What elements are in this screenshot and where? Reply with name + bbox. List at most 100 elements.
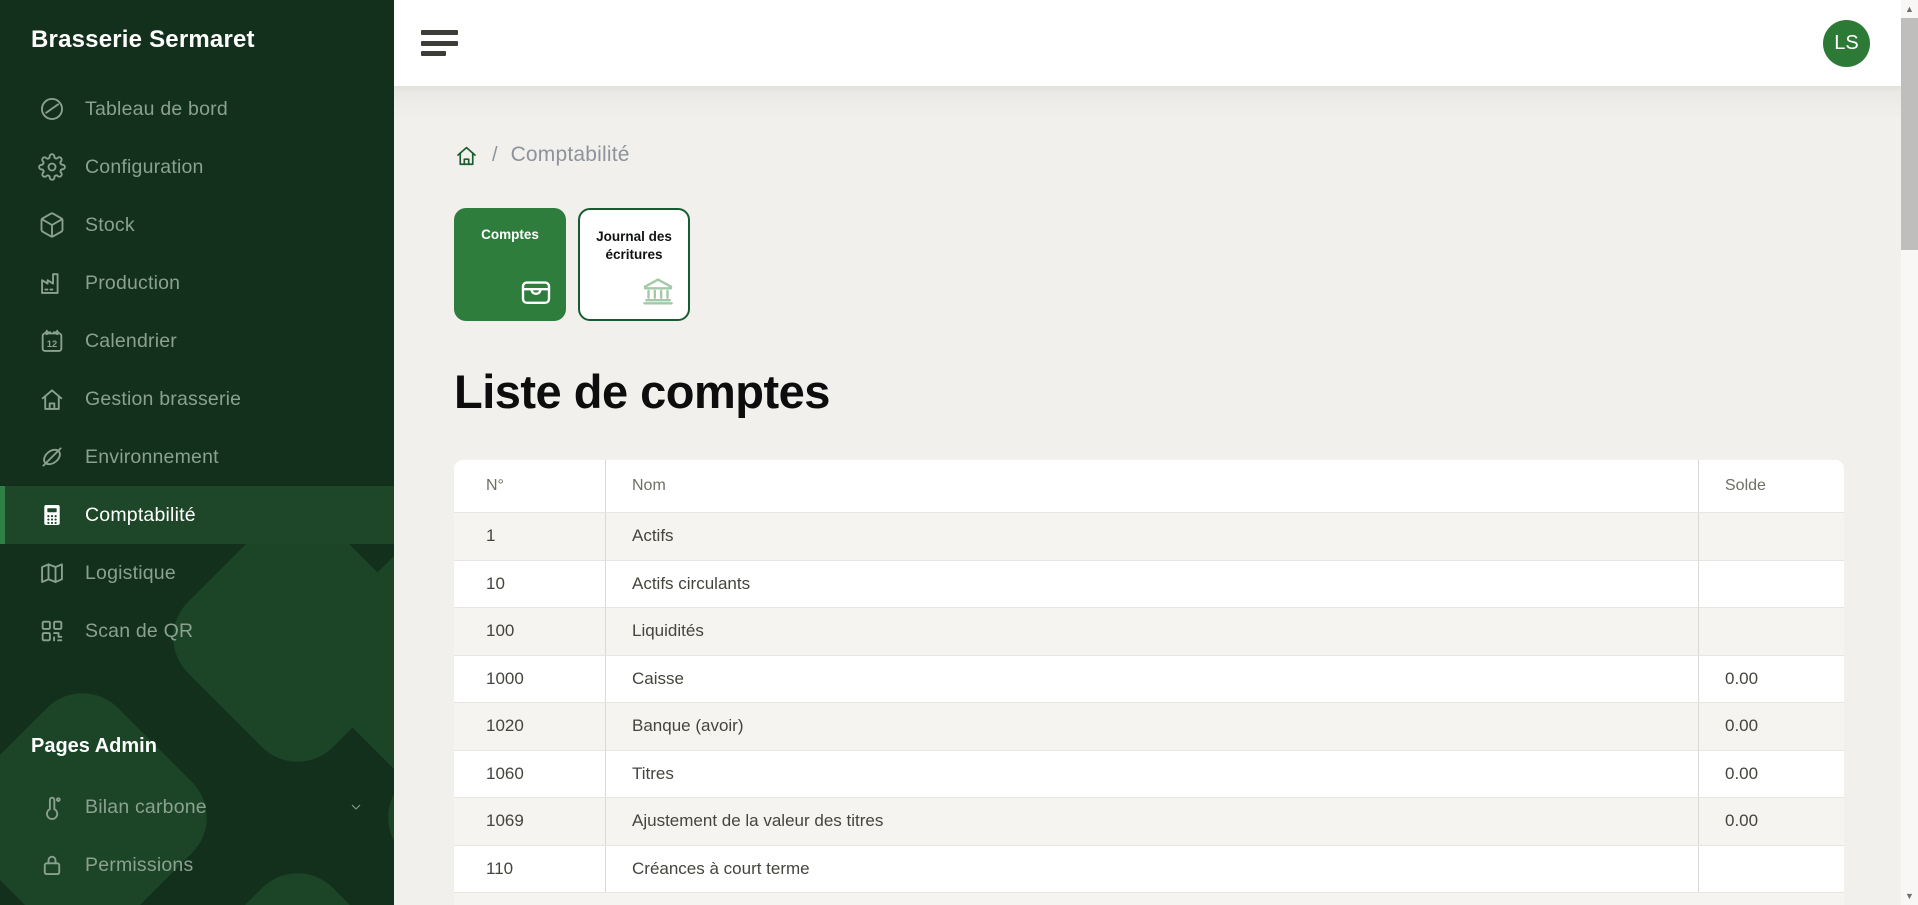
sidebar-item-environnement[interactable]: Environnement <box>0 428 394 486</box>
cell-solde: 0.00 <box>1698 798 1844 845</box>
cell-solde: 0.00 <box>1698 703 1844 750</box>
sidebar-item-label: Comptabilité <box>85 503 196 526</box>
table-row: 1069 Ajustement de la valeur des titres … <box>454 797 1844 845</box>
home-icon <box>38 385 66 413</box>
bank-icon <box>639 271 677 309</box>
sidebar-item-label: Environnement <box>85 445 219 468</box>
cell-no: 1069 <box>486 811 524 831</box>
cell-no: 1000 <box>486 668 524 688</box>
sidebar-item-tableau-de-bord[interactable]: Tableau de bord <box>0 80 394 138</box>
cell-solde: 0.00 <box>1698 750 1844 797</box>
dashboard-icon <box>38 95 66 123</box>
lock-icon <box>38 851 66 879</box>
gear-icon <box>38 153 66 181</box>
breadcrumb: / Comptabilité <box>454 142 1901 168</box>
cell-nom: Ajustement de la valeur des titres <box>605 798 1698 845</box>
cell-no: 1 <box>486 526 496 546</box>
sidebar-item-configuration[interactable]: Configuration <box>0 138 394 196</box>
main-content: / Comptabilité Comptes Journal des écrit… <box>394 86 1901 905</box>
svg-text:12: 12 <box>47 339 57 349</box>
sidebar-item-gestion-brasserie[interactable]: Gestion brasserie <box>0 370 394 428</box>
menu-toggle-button[interactable] <box>421 28 459 58</box>
cell-nom: Caisse <box>605 655 1698 702</box>
scroll-up-arrow-icon[interactable]: ▲ <box>1905 4 1914 14</box>
column-header-solde: Solde <box>1698 460 1844 512</box>
sidebar-section-pages-admin: Pages Admin <box>31 735 157 757</box>
table-row: 100 Liquidités <box>454 607 1844 655</box>
cell-nom: Liquidités <box>605 608 1698 655</box>
sidebar-nav: Tableau de bord Configuration Stock Prod… <box>0 80 394 660</box>
sidebar-item-label: Stock <box>85 213 135 236</box>
breadcrumb-home-icon[interactable] <box>454 143 479 168</box>
table-row: 10 Actifs circulants <box>454 559 1844 607</box>
cell-solde <box>1698 845 1844 892</box>
cell-no: 1060 <box>486 763 524 783</box>
calendar-icon: 12 <box>38 327 66 355</box>
table-row: 1060 Titres 0.00 <box>454 749 1844 797</box>
table-row: 110 Créances à court terme <box>454 844 1844 892</box>
cell-solde <box>1698 513 1844 560</box>
sidebar-item-label: Configuration <box>85 155 204 178</box>
brand-title: Brasserie Sermaret <box>31 26 255 53</box>
vertical-scrollbar[interactable]: ▲ ▼ <box>1901 0 1918 905</box>
cell-solde <box>1698 560 1844 607</box>
sidebar-item-comptabilite[interactable]: Comptabilité <box>0 486 394 544</box>
sidebar-item-label: Scan de QR <box>85 619 194 642</box>
cell-solde: 0.00 <box>1698 655 1844 702</box>
table-row: 1020 Banque (avoir) 0.00 <box>454 702 1844 750</box>
sidebar-item-label: Gestion brasserie <box>85 387 242 410</box>
sidebar-item-calendrier[interactable]: 12 Calendrier <box>0 312 394 370</box>
wallet-icon <box>517 273 555 311</box>
topbar: LS <box>394 0 1901 86</box>
accounts-table: N° Nom Solde 1 Actifs 10 Actifs circulan… <box>454 460 1844 905</box>
tab-label: Journal des écritures <box>596 229 672 263</box>
table-row-partial <box>454 892 1844 905</box>
chevron-down-icon[interactable] <box>348 799 364 815</box>
column-header-nom: Nom <box>605 460 1698 512</box>
page-title: Liste de comptes <box>454 365 830 418</box>
cell-nom: Banque (avoir) <box>605 703 1698 750</box>
tab-comptes[interactable]: Comptes <box>454 208 566 321</box>
map-icon <box>38 559 66 587</box>
scrollbar-thumb[interactable] <box>1901 18 1918 250</box>
cell-nom: Créances à court terme <box>605 845 1698 892</box>
sidebar: Brasserie Sermaret Tableau de bord Confi… <box>0 0 394 905</box>
table-row: 1000 Caisse 0.00 <box>454 654 1844 702</box>
sidebar-item-scan-de-qr[interactable]: Scan de QR <box>0 602 394 660</box>
sidebar-item-bilan-carbone[interactable]: Bilan carbone <box>0 778 394 836</box>
cell-nom: Actifs <box>605 513 1698 560</box>
column-header-no: N° <box>486 477 504 494</box>
cell-solde <box>1698 608 1844 655</box>
sidebar-item-production[interactable]: Production <box>0 254 394 312</box>
scroll-down-arrow-icon[interactable]: ▼ <box>1905 891 1914 901</box>
cell-no: 100 <box>486 621 515 641</box>
table-header-row: N° Nom Solde <box>454 460 1844 512</box>
table-row: 1 Actifs <box>454 512 1844 560</box>
sidebar-item-logistique[interactable]: Logistique <box>0 544 394 602</box>
cell-nom: Titres <box>605 750 1698 797</box>
sidebar-item-label: Permissions <box>85 853 194 876</box>
sidebar-admin-nav: Bilan carbone Permissions <box>0 778 394 894</box>
sidebar-item-permissions[interactable]: Permissions <box>0 836 394 894</box>
tab-label: Comptes <box>481 227 539 242</box>
sidebar-item-label: Tableau de bord <box>85 97 228 120</box>
package-icon <box>38 211 66 239</box>
cell-no: 1020 <box>486 716 524 736</box>
sidebar-item-stock[interactable]: Stock <box>0 196 394 254</box>
leaf-icon <box>38 443 66 471</box>
calculator-icon <box>38 501 66 529</box>
section-tabs: Comptes Journal des écritures <box>454 208 1901 321</box>
cell-no: 10 <box>486 573 505 593</box>
user-avatar[interactable]: LS <box>1823 20 1870 67</box>
sidebar-item-label: Calendrier <box>85 329 177 352</box>
breadcrumb-current: Comptabilité <box>510 143 630 166</box>
sidebar-item-label: Production <box>85 271 181 294</box>
breadcrumb-separator: / <box>492 143 498 166</box>
qr-code-icon <box>38 617 66 645</box>
sidebar-item-label: Logistique <box>85 561 176 584</box>
cell-no: 110 <box>486 858 514 878</box>
hamburger-icon <box>421 30 458 35</box>
thermometer-icon <box>38 793 66 821</box>
tab-journal-des-ecritures[interactable]: Journal des écritures <box>578 208 690 321</box>
factory-icon <box>38 269 66 297</box>
